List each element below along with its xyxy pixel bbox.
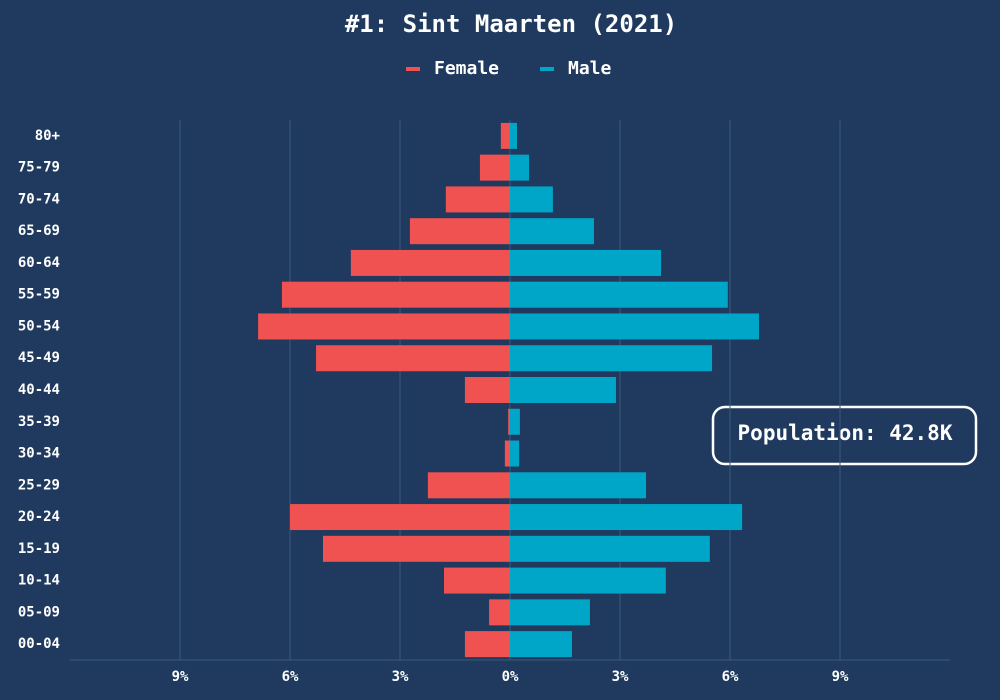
bar (510, 249, 662, 276)
bar (464, 631, 510, 658)
bar (510, 345, 713, 372)
bar (479, 154, 510, 181)
y-tick-label: 70-74 (18, 191, 60, 207)
bar (510, 154, 530, 181)
y-tick-label: 00-04 (18, 636, 60, 652)
bar (510, 313, 759, 340)
bar (409, 218, 510, 245)
chart-title: #1: Sint Maarten (2021) (345, 10, 677, 38)
legend: Female Male (406, 58, 612, 79)
bar (350, 249, 510, 276)
bar (510, 504, 743, 531)
x-tick-label: 0% (502, 669, 519, 685)
y-tick-label: 75-79 (18, 160, 60, 176)
annotation: Population: 42.8K (738, 421, 953, 445)
bar (464, 377, 510, 403)
bar (504, 440, 510, 467)
bar (510, 377, 616, 403)
y-tick-label: 05-09 (18, 604, 60, 620)
bar (258, 313, 510, 340)
y-tick-label: 45-49 (18, 350, 60, 366)
y-tick-label: 50-54 (18, 318, 60, 334)
bar (316, 345, 510, 372)
bar (510, 122, 517, 149)
bar (510, 599, 590, 626)
bar (445, 186, 510, 213)
bar (510, 186, 553, 213)
bar (510, 567, 666, 594)
y-tick-label: 40-44 (18, 382, 60, 398)
x-tick-label: 6% (722, 669, 739, 685)
bar (489, 599, 510, 626)
x-tick-label: 6% (282, 669, 299, 685)
bar (281, 281, 510, 308)
bar (510, 472, 647, 499)
bar (508, 408, 510, 435)
bar (510, 408, 520, 435)
bar (510, 218, 594, 245)
y-tick-label: 80+ (35, 128, 60, 144)
bar (510, 281, 728, 308)
y-tick-label: 30-34 (18, 446, 60, 462)
bar (444, 567, 510, 594)
y-tick-label: 20-24 (18, 509, 60, 525)
y-tick-label: 60-64 (18, 255, 60, 271)
y-tick-label: 65-69 (18, 223, 60, 239)
legend-label: Male (568, 58, 612, 79)
x-tick-label: 9% (832, 669, 849, 685)
bar (323, 535, 510, 562)
y-tick-label: 55-59 (18, 287, 60, 303)
x-tick-label: 3% (612, 669, 629, 685)
bar (427, 472, 510, 499)
y-tick-label: 10-14 (18, 573, 60, 589)
x-tick-label: 9% (172, 669, 189, 685)
bar (510, 535, 710, 562)
y-tick-label: 35-39 (18, 414, 60, 430)
bar (510, 631, 572, 658)
y-tick-label: 15-19 (18, 541, 60, 557)
legend-label: Female (434, 58, 499, 79)
bar (290, 504, 510, 531)
annotation-box (711, 405, 978, 466)
x-tick-label: 3% (392, 669, 409, 685)
bar (510, 440, 520, 467)
bar (500, 122, 510, 149)
y-tick-label: 25-29 (18, 477, 60, 493)
